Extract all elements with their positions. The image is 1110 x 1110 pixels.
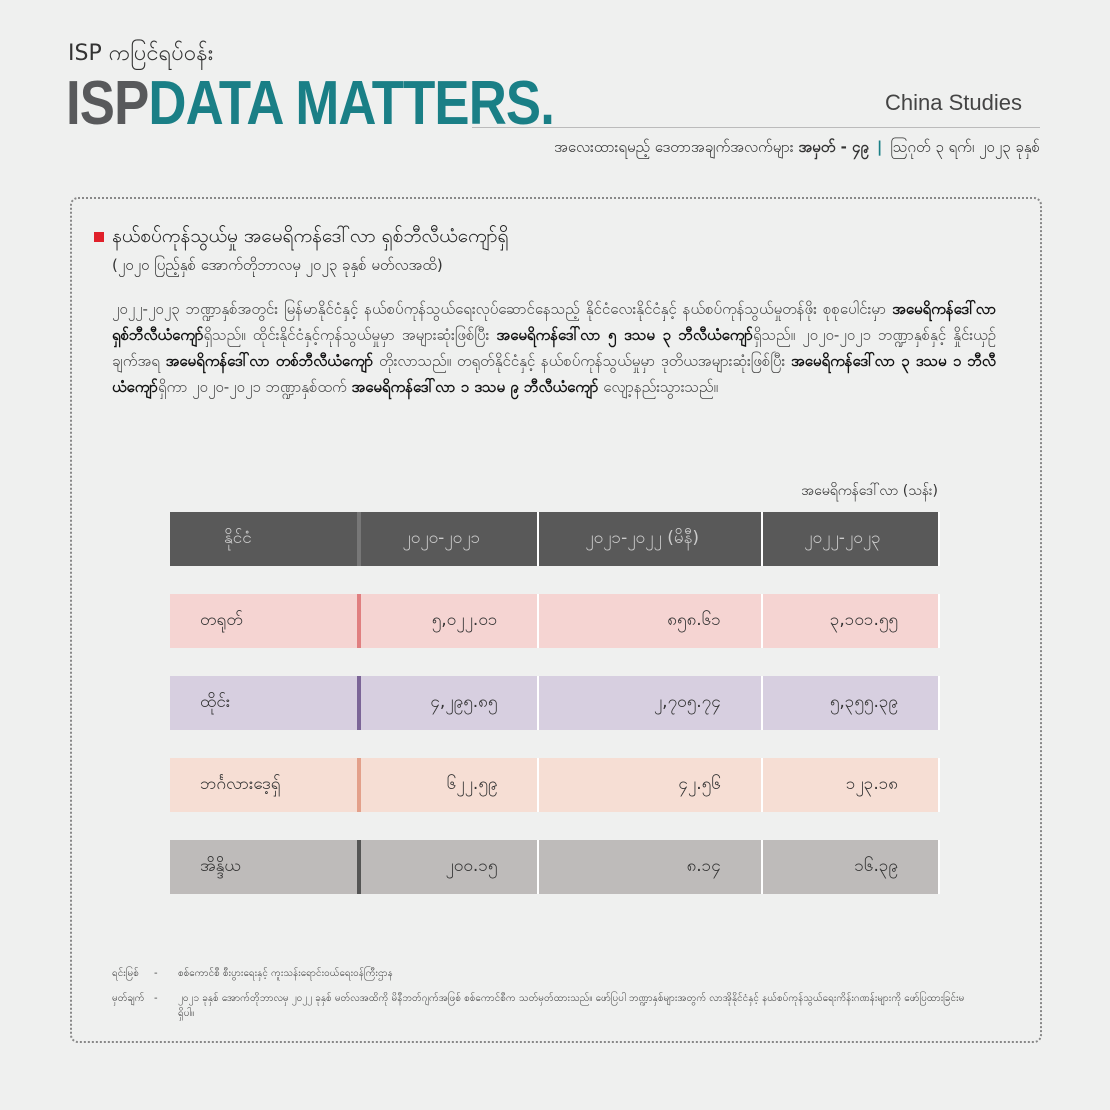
section-title: နယ်စပ်ကုန်သွယ်မှု အမေရိကန်ဒေါ်လာ ရှစ်ဘီလ… xyxy=(94,224,508,252)
brand: ISPDATA MATTERS. xyxy=(66,68,555,139)
cell: ၃,၁၀၁.၅၅ xyxy=(761,594,941,648)
gap xyxy=(170,566,939,594)
note: မှတ်ချက် - ၂၀၂၁ ခုနှစ် အောက်တိုဘာလမှ ၂၀၂၂ … xyxy=(112,991,982,1021)
row-label: တရုတ် xyxy=(170,594,358,648)
unit: အမေရိကန်ဒေါ်လာ (သန်း) xyxy=(801,483,938,499)
cell: ၄၂.၅၆ xyxy=(538,758,763,812)
row-accent xyxy=(357,594,362,648)
column-header: နိုင်ငံ xyxy=(170,512,358,566)
row-label: ထိုင်း xyxy=(170,676,358,730)
gap xyxy=(170,812,939,840)
gap-cell xyxy=(170,648,939,676)
table-row: အိန္ဒိယ ၂၀၀.၁၅ ၈.၁၄ ၁၆.၃၉ xyxy=(170,840,941,894)
paragraph-text: တိုးလာသည်။ တရုတ်နိုင်ငံနှင့် နယ်စပ်ကုန်သ… xyxy=(373,352,791,370)
brand-isp: ISP xyxy=(66,69,149,138)
cell: ၄,၂၉၅.၈၅ xyxy=(361,676,540,730)
row-label: ဘင်္ဂလားဒေ့ရှ် xyxy=(170,758,358,812)
content-box xyxy=(70,197,1042,1043)
note-text: စစ်ကောင်စီ စီးပွားရေးနှင့် ကူးသန်းရောင်း… xyxy=(178,968,393,979)
cell: ၆၂၂.၅၉ xyxy=(361,758,540,812)
column-header: ၂၀၂၁-၂၀၂၂ (မိနီ) xyxy=(538,512,763,566)
gap xyxy=(170,648,939,676)
paragraph-text: ရှိသည်။ ထိုင်းနိုင်ငံနှင့်ကုန်သွယ်မှုမှာ… xyxy=(203,326,497,344)
date: ဩဂုတ် ၃ ရက်၊ ၂၀၂၃ ခုနှစ် xyxy=(890,138,1040,156)
note-dash: - xyxy=(154,993,158,1004)
note: ရင်းမြစ် - စစ်ကောင်စီ စီးပွားရေးနှင့် ကူးသ… xyxy=(112,966,982,981)
issue: အလေးထားရမည့် ဒေတာအချက်အလက်များ xyxy=(554,138,794,156)
issue-no: အမှတ် - ၄၉ xyxy=(798,138,869,156)
row-accent xyxy=(357,758,362,812)
paragraph-bold: အမေရိကန်ဒေါ်လာ ရှစ်ဘီလီယံကျော် xyxy=(112,300,996,344)
gap xyxy=(170,730,939,758)
paragraph: ၂၀၂၂-၂၀၂၃ ဘဏ္ဍာနှစ်အတွင်း မြန်မာနိုင်ငံန… xyxy=(112,296,996,400)
paragraph-text: ၂၀၂၂-၂၀၂၃ ဘဏ္ဍာနှစ်အတွင်း မြန်မာနိုင်ငံန… xyxy=(112,300,893,318)
gap-cell xyxy=(170,566,939,594)
table-row: ဘင်္ဂလားဒေ့ရှ် ၆၂၂.၅၉ ၄၂.၅၆ ၁၂၃.၁၈ xyxy=(170,758,941,812)
gap-cell xyxy=(170,730,939,758)
paragraph-text: လျော့နည်းသွားသည်။ xyxy=(598,378,719,396)
table-row: ထိုင်း ၄,၂၉၅.၈၅ ၂,၇၀၅.၇၄ ၅,၃၅၅.၃၉ xyxy=(170,676,941,730)
paragraph-bold: အမေရိကန်ဒေါ်လာ ၁ ဒသမ ၉ ဘီလီယံကျော် xyxy=(351,378,599,396)
paragraph-bold: အမေရိကန်ဒေါ်လာ ၃ ဒသမ ၁ ဘီလီယံကျော် xyxy=(112,352,996,396)
paragraph-text: ရှိသည်။ ၂၀၂၀-၂၀၂၁ ဘဏ္ဍာနှစ်နှင့် နှိုင်း… xyxy=(112,326,996,370)
note-dash: - xyxy=(154,968,158,979)
cell: ၂,၇၀၅.၇၄ xyxy=(538,676,763,730)
cell: ၅,၃၅၅.၃၉ xyxy=(761,676,941,730)
kicker: ISP ကပြင်ရပ်ဝန်း xyxy=(68,41,214,66)
accent xyxy=(357,512,362,566)
row-accent xyxy=(357,676,362,730)
paragraph-text: ရှိကာ ၂၀၂၀-၂၀၂၁ ဘဏ္ဍာနှစ်ထက် xyxy=(157,378,352,396)
gap-cell xyxy=(170,812,939,840)
column-header: ၂၀၂၂-၂၀၂၃ xyxy=(761,512,941,566)
row-accent xyxy=(357,840,362,894)
cell: ၈၅၈.၆၁ xyxy=(538,594,763,648)
series: China Studies xyxy=(885,90,1022,115)
header-row: နိုင်ငံ ၂၀၂၀-၂၀၂၁ ၂၀၂၁-၂၀၂၂ (မိနီ) ၂၀၂၂-၂၀၂… xyxy=(170,512,941,566)
table-row: တရုတ် ၅,၀၂၂.၀၁ ၈၅၈.၆၁ ၃,၁၀၁.၅၅ xyxy=(170,594,941,648)
cell: ၈.၁၄ xyxy=(538,840,763,894)
paragraph-bold: အမေရိကန်ဒေါ်လာ ၅ ဒသမ ၃ ဘီလီယံကျော် xyxy=(496,326,753,344)
cell: ၅,၀၂၂.၀၁ xyxy=(361,594,540,648)
row-label: အိန္ဒိယ xyxy=(170,840,358,894)
cell: ၁၂၃.၁၈ xyxy=(761,758,941,812)
column-header: ၂၀၂၀-၂၀၂၁ xyxy=(361,512,540,566)
section-subtitle: (၂၀၂၀ ပြည့်နှစ် အောက်တိုဘာလမှ ၂၀၂၃ ခုနှစ… xyxy=(112,256,443,274)
separator: | xyxy=(876,138,883,156)
paragraph-bold: အမေရိကန်ဒေါ်လာ တစ်ဘီလီယံကျော် xyxy=(165,352,374,370)
brand-data-matters: DATA MATTERS xyxy=(148,69,541,138)
issue-line: အလေးထားရမည့် ဒေတာအချက်အလက်များ အမှတ် - ၄… xyxy=(554,138,1040,160)
table: နိုင်ငံ ၂၀၂၀-၂၀၂၁ ၂၀၂၁-၂၀၂၂ (မိနီ) ၂၀၂၂-၂၀၂… xyxy=(170,512,941,894)
note-label: မှတ်ချက် xyxy=(112,993,145,1004)
cell: ၁၆.၃၉ xyxy=(761,840,941,894)
note-text: ၂၀၂၁ ခုနှစ် အောက်တိုဘာလမှ ၂၀၂၂ ခုနှစ် မတ… xyxy=(178,993,965,1019)
cell: ၂၀၀.၁၅ xyxy=(361,840,540,894)
note-label: ရင်းမြစ် xyxy=(112,968,139,979)
brand-dot: . xyxy=(540,69,555,138)
rule xyxy=(472,127,1040,128)
